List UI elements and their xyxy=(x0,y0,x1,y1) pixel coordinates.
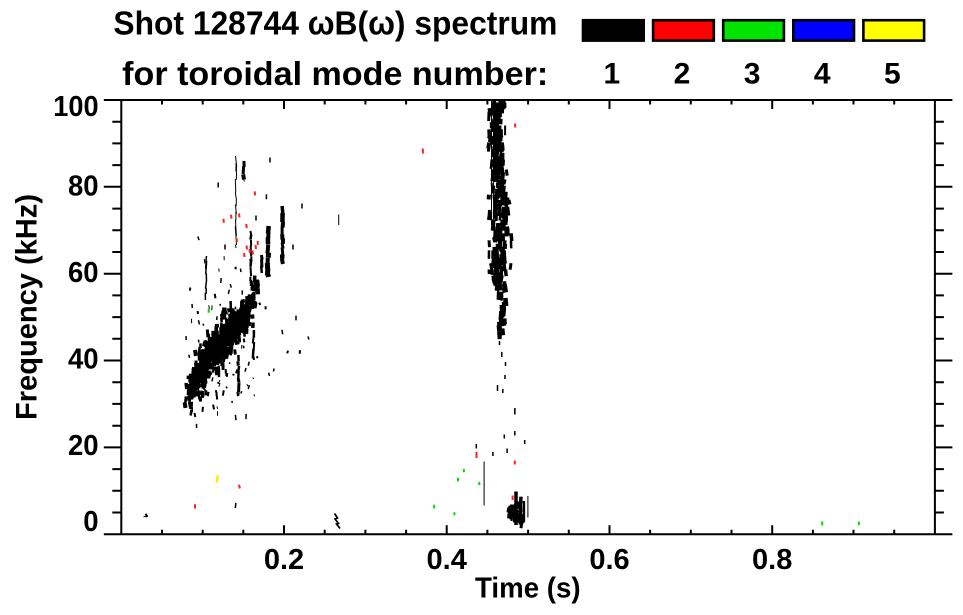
svg-text:2: 2 xyxy=(674,58,691,91)
svg-text:100: 100 xyxy=(53,91,98,123)
svg-text:4: 4 xyxy=(814,58,831,91)
svg-text:3: 3 xyxy=(744,58,761,91)
svg-text:60: 60 xyxy=(68,257,99,289)
svg-text:Time (s): Time (s) xyxy=(475,572,581,604)
svg-text:0: 0 xyxy=(83,506,98,538)
svg-text:40: 40 xyxy=(68,344,99,376)
svg-text:5: 5 xyxy=(884,58,901,91)
svg-text:1: 1 xyxy=(604,58,621,91)
svg-text:80: 80 xyxy=(68,170,99,202)
svg-text:0.8: 0.8 xyxy=(752,544,792,576)
svg-text:20: 20 xyxy=(68,430,99,462)
svg-text:Shot 128744 ωB(ω) spectrum: Shot 128744 ωB(ω) spectrum xyxy=(113,5,557,42)
svg-text:Frequency (kHz): Frequency (kHz) xyxy=(11,194,44,420)
svg-text:for toroidal mode number:: for toroidal mode number: xyxy=(122,56,548,93)
svg-text:0.4: 0.4 xyxy=(427,544,467,576)
svg-text:0.6: 0.6 xyxy=(589,544,629,576)
svg-text:0.2: 0.2 xyxy=(264,544,304,576)
